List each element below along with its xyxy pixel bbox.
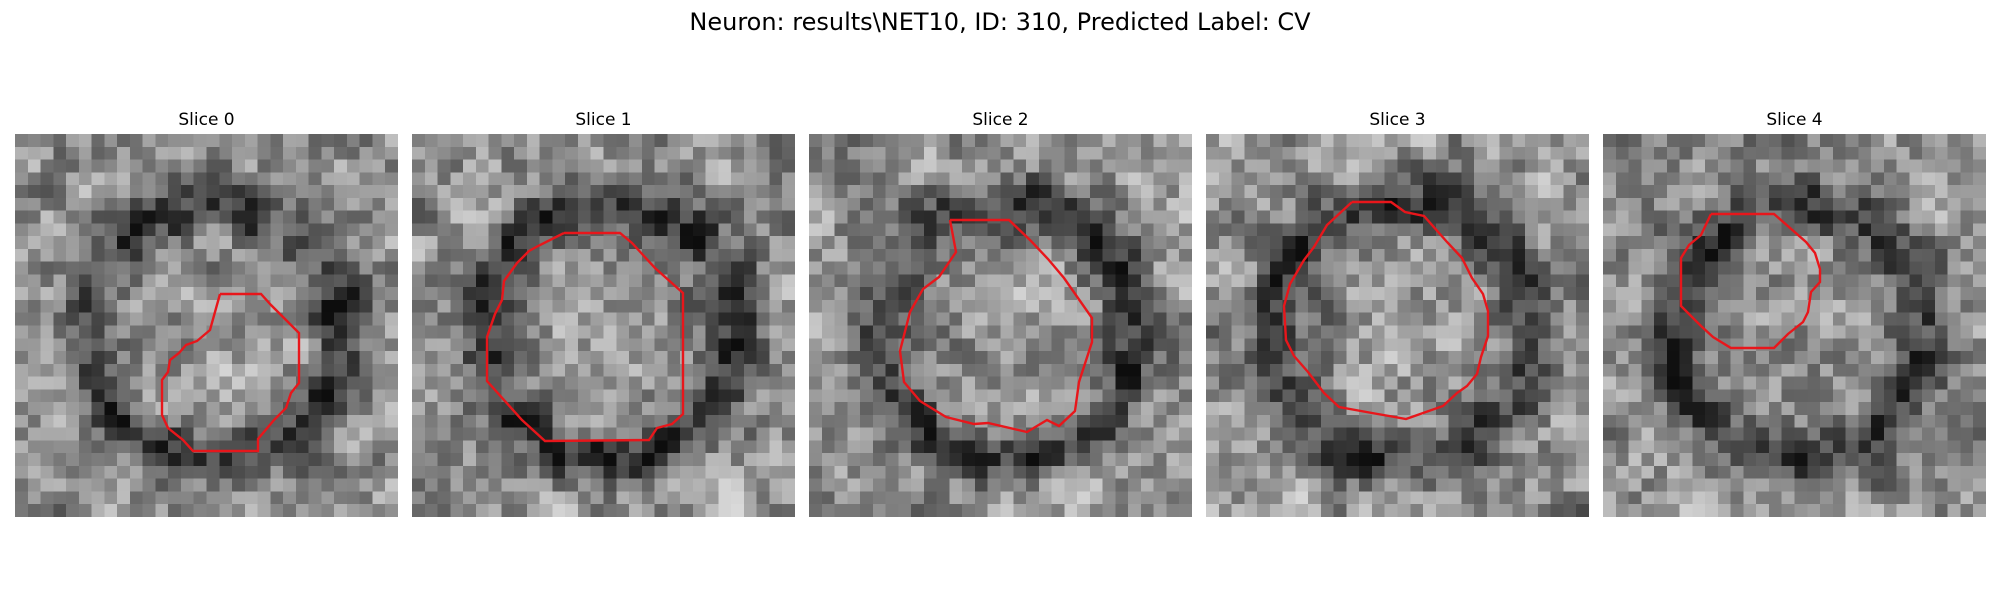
slice-image-2 (809, 134, 1192, 517)
slice-panel-2: Slice 2 (809, 108, 1192, 132)
slice-panel-4: Slice 4 (1603, 108, 1986, 132)
contour-overlay (1603, 134, 1986, 517)
slice-panel-0: Slice 0 (15, 108, 398, 132)
segmentation-contour (487, 233, 683, 441)
segmentation-contour (1284, 202, 1488, 419)
slice-title: Slice 3 (1206, 108, 1589, 132)
slice-title: Slice 1 (412, 108, 795, 132)
contour-overlay (15, 134, 398, 517)
slice-title: Slice 4 (1603, 108, 1986, 132)
slice-panel-1: Slice 1 (412, 108, 795, 132)
contour-overlay (1206, 134, 1589, 517)
contour-overlay (412, 134, 795, 517)
figure-title: Neuron: results\NET10, ID: 310, Predicte… (0, 8, 2000, 36)
slice-panel-3: Slice 3 (1206, 108, 1589, 132)
slice-title: Slice 0 (15, 108, 398, 132)
contour-overlay (809, 134, 1192, 517)
slice-title: Slice 2 (809, 108, 1192, 132)
slice-image-0 (15, 134, 398, 517)
segmentation-contour (1681, 214, 1820, 348)
slice-image-3 (1206, 134, 1589, 517)
segmentation-contour (900, 220, 1092, 432)
slice-image-4 (1603, 134, 1986, 517)
slice-image-1 (412, 134, 795, 517)
segmentation-contour (162, 294, 299, 451)
